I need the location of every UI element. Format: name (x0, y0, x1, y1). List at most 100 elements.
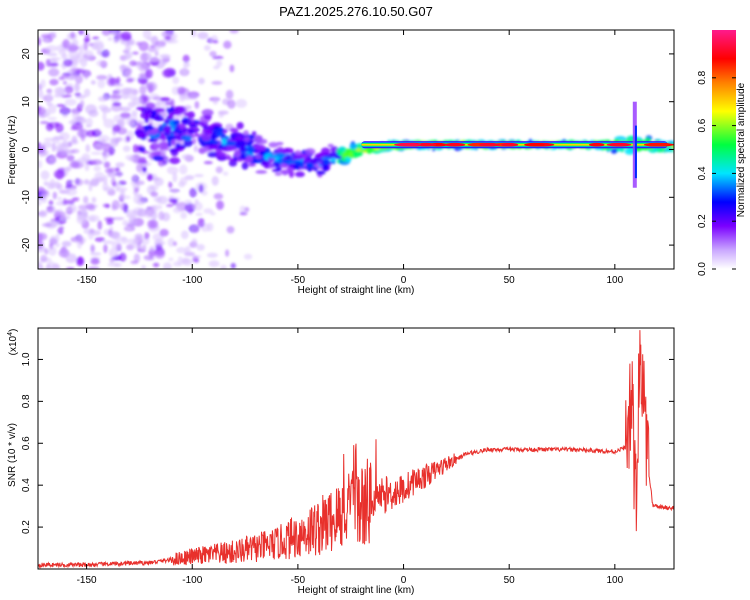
heatmap-blob (220, 264, 227, 269)
heatmap-blob (158, 211, 165, 221)
heatmap-blob (211, 175, 219, 186)
heatmap-blob (247, 145, 255, 153)
spectrogram-x-tick-label: -50 (291, 275, 306, 286)
heatmap-blob (103, 240, 114, 245)
heatmap-blob (198, 184, 204, 194)
spectrogram-x-axis: -150 -100 -50 0 50 100 (77, 30, 624, 286)
heatmap-blob (146, 54, 152, 59)
heatmap-blob (63, 58, 73, 67)
heatmap-blob (95, 128, 101, 135)
spectrogram-x-label: Height of straight line (km) (298, 285, 415, 296)
heatmap-blob (129, 93, 138, 101)
heatmap-blob (55, 122, 60, 127)
heatmap-blob (158, 141, 169, 150)
heatmap-blob (226, 145, 238, 151)
heatmap-blob (66, 69, 74, 74)
heatmap-blob (139, 85, 147, 95)
heatmap-blob (126, 244, 135, 251)
snr-x-tick-label: -50 (291, 575, 306, 586)
heatmap-blob (167, 237, 175, 247)
heatmap-blob (207, 151, 219, 158)
heatmap-blob (162, 125, 172, 134)
heatmap-blob (62, 80, 68, 85)
heatmap-blob (217, 110, 229, 115)
heatmap-blob (235, 140, 243, 147)
heatmap-blob (316, 170, 326, 175)
heatmap-blob (174, 114, 186, 119)
heatmap-blob (172, 207, 182, 214)
heatmap-blob (148, 248, 156, 258)
heatmap-blob (166, 107, 171, 113)
heatmap-blob (103, 161, 111, 169)
heatmap-blob (154, 50, 159, 57)
snr-y-scale-exp: 4 (7, 332, 14, 336)
heatmap-blob (74, 236, 87, 244)
heatmap-blob (197, 217, 205, 228)
heatmap-blob (96, 74, 108, 81)
heatmap-blob (164, 119, 170, 124)
heatmap-blob (97, 220, 103, 231)
heatmap-blob (83, 54, 88, 58)
heatmap-blob (41, 191, 50, 198)
heatmap-blob (201, 147, 209, 153)
heatmap-blob (139, 78, 148, 85)
spectrogram-y-tick-label: 20 (21, 48, 32, 60)
heatmap-blob (226, 226, 235, 234)
heatmap-blob (628, 147, 634, 152)
colorbar-tick-label: 0.8 (697, 70, 708, 84)
heatmap-blob (156, 107, 166, 113)
heatmap-blob (76, 116, 83, 121)
heatmap-blob (172, 172, 178, 183)
heatmap-blob (210, 211, 216, 216)
heatmap-blob (48, 246, 57, 256)
spectrogram-x-tick-label: -100 (182, 275, 202, 286)
heatmap-blob (136, 163, 143, 173)
heatmap-blob (41, 223, 53, 227)
heatmap-blob (112, 124, 121, 132)
snr-x-tick-label: 50 (504, 575, 516, 586)
heatmap-blob (61, 240, 72, 247)
heatmap-blob (243, 253, 253, 260)
heatmap-blob (38, 232, 44, 242)
heatmap-blob (89, 216, 96, 222)
heatmap-blob (71, 197, 80, 202)
heatmap-blob (144, 232, 150, 240)
heatmap-blob (216, 151, 227, 157)
heatmap-blob (228, 159, 238, 167)
heatmap-blob (71, 118, 77, 124)
heatmap-blob (183, 139, 193, 147)
heatmap-blob (90, 80, 96, 85)
heatmap-blob (82, 50, 94, 60)
snr-x-axis: -150 -100 -50 0 50 100 (77, 328, 624, 586)
heatmap-blob (55, 146, 60, 152)
heatmap-blob (180, 211, 188, 220)
heatmap-blob (229, 30, 239, 34)
heatmap-blob (152, 155, 164, 161)
heatmap-blob (213, 193, 224, 200)
heatmap-blob (107, 262, 120, 267)
heatmap-blob (100, 107, 112, 113)
heatmap-carrier-peak (588, 142, 605, 147)
colorbar-tick-label: 0.2 (697, 214, 708, 228)
heatmap-blob (146, 173, 154, 181)
heatmap-blob (49, 157, 56, 163)
snr-x-tick-label: -100 (182, 575, 202, 586)
heatmap-blob (225, 155, 232, 160)
spectrogram-y-tick-label: -20 (21, 237, 32, 252)
heatmap-blob (83, 179, 90, 185)
heatmap-blob (135, 41, 142, 46)
heatmap-blob (53, 169, 66, 179)
heatmap-blob (169, 157, 181, 165)
snr-y-scale-close: ) (8, 329, 19, 332)
heatmap-blob (96, 49, 102, 55)
heatmap-blob (193, 259, 200, 263)
heatmap-carrier-peak (415, 142, 437, 147)
heatmap-blob (120, 31, 132, 41)
heatmap-blob (183, 61, 190, 68)
figure-title: PAZ1.2025.276.10.50.G07 (279, 4, 433, 19)
heatmap-blob (366, 147, 373, 154)
heatmap-blob (240, 134, 246, 139)
heatmap-blob (38, 89, 44, 99)
heatmap-blob (89, 228, 95, 234)
heatmap-blob (50, 221, 59, 228)
